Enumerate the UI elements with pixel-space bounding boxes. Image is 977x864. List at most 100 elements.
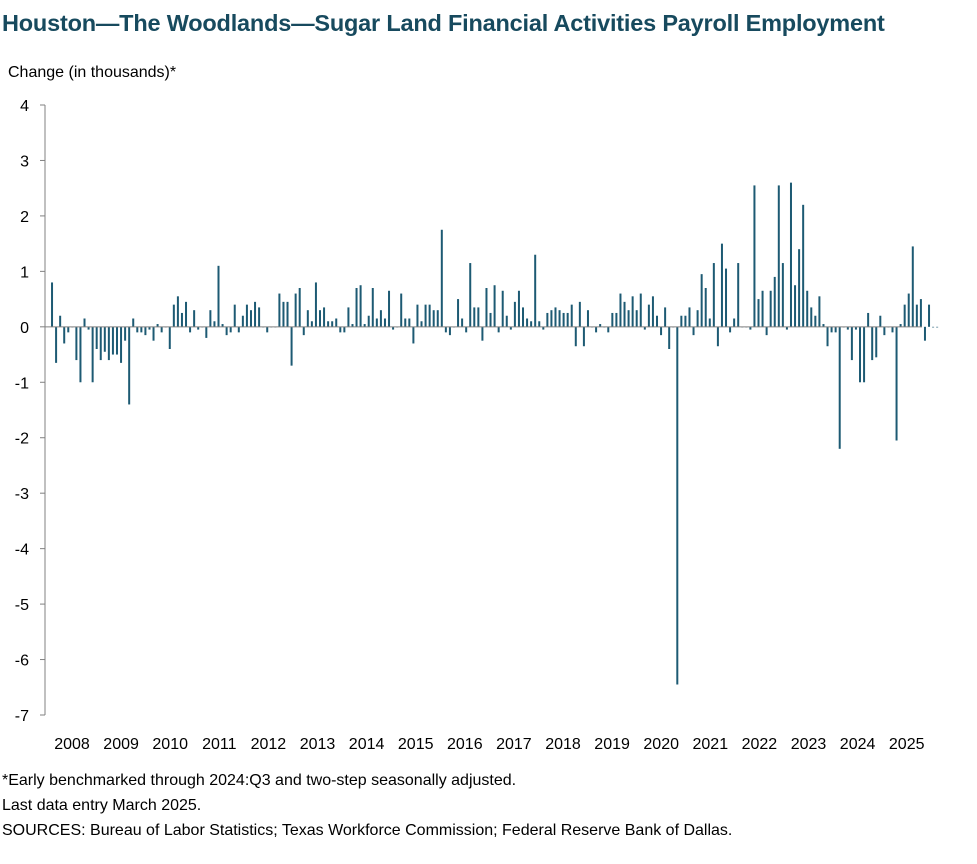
bar-2010-10 — [185, 301, 188, 327]
bar-2008-01 — [51, 282, 54, 327]
bar-2008-07 — [75, 326, 78, 361]
bar-2014-12 — [388, 290, 391, 327]
bar-2017-07 — [513, 301, 516, 327]
bar-2011-06 — [217, 265, 220, 327]
bar-2008-08 — [79, 326, 82, 383]
bar-2017-04 — [501, 290, 504, 327]
bar-2023-07 — [806, 290, 809, 327]
bar-2013-09 — [327, 321, 330, 327]
bar-2012-02 — [249, 310, 252, 327]
bar-2011-09 — [229, 326, 232, 333]
bar-2015-08 — [420, 321, 423, 327]
bar-2017-08 — [517, 290, 520, 327]
bar-2010-03 — [156, 324, 159, 327]
bar-2024-09 — [863, 326, 866, 383]
x-tick-label: 2010 — [152, 736, 188, 753]
bar-2020-09 — [668, 326, 671, 349]
bar-2021-04 — [696, 310, 699, 327]
bar-2016-09 — [473, 307, 476, 327]
bar-2022-07 — [757, 299, 760, 327]
bar-2013-06 — [314, 282, 317, 327]
bar-2010-04 — [160, 326, 163, 333]
bar-2014-03 — [351, 324, 354, 327]
bar-2025-12 — [923, 326, 926, 341]
bar-2023-03 — [789, 182, 792, 327]
bar-2020-04 — [647, 304, 650, 327]
bar-2020-02 — [639, 293, 642, 327]
bar-2015-04 — [404, 318, 407, 327]
y-tick-label: -5 — [15, 597, 29, 614]
bar-2024-01 — [830, 326, 833, 333]
y-tick-label: -3 — [15, 486, 29, 503]
bar-2016-02 — [444, 326, 447, 333]
bar-2013-02 — [298, 288, 301, 327]
bar-2021-01 — [684, 315, 687, 327]
bar-2019-10 — [623, 301, 626, 327]
bar-2023-11 — [822, 324, 825, 327]
bar-2018-10 — [574, 326, 577, 347]
bar-2018-11 — [578, 301, 581, 327]
bar-2011-03 — [205, 326, 208, 338]
bar-2010-02 — [152, 326, 155, 341]
bar-2013-05 — [310, 321, 313, 327]
bar-2018-02 — [542, 326, 545, 330]
x-tick-label: 2009 — [103, 736, 139, 753]
chart-notes: *Early benchmarked through 2024:Q3 and t… — [2, 768, 732, 843]
bar-2018-05 — [554, 307, 557, 327]
bar-2022-12 — [777, 185, 780, 327]
bar-2009-10 — [136, 326, 139, 333]
bar-2021-08 — [712, 263, 715, 327]
bar-2014-08 — [371, 288, 374, 327]
bar-2009-04 — [111, 326, 114, 355]
x-tick-label: 2019 — [594, 736, 630, 753]
bar-2010-06 — [168, 326, 171, 349]
bar-2020-12 — [680, 315, 683, 327]
bar-2009-07 — [124, 326, 127, 341]
bar-2022-09 — [765, 326, 768, 336]
footnote: *Early benchmarked through 2024:Q3 and t… — [2, 772, 517, 789]
bar-2013-08 — [323, 307, 326, 327]
bar-2011-08 — [225, 326, 228, 336]
bar-2018-03 — [546, 312, 549, 327]
bar-2023-08 — [810, 307, 813, 327]
x-axis: 2008 2009 2010 2011 2012 2013 2014 2015 2016 2017… — [45, 326, 925, 753]
bar-2015-11 — [432, 310, 435, 327]
x-tick-label: 2013 — [300, 736, 336, 753]
bar-2012-10 — [282, 301, 285, 327]
bar-2021-10 — [720, 243, 723, 327]
bar-2016-06 — [461, 318, 464, 327]
bar-2018-08 — [566, 312, 569, 327]
bar-2019-12 — [631, 296, 634, 327]
bar-2024-07 — [854, 326, 857, 330]
bar-2012-01 — [245, 304, 248, 327]
bar-2012-12 — [290, 326, 293, 366]
bar-2020-05 — [651, 296, 654, 327]
bar-2024-10 — [867, 312, 870, 327]
bar-2015-07 — [416, 304, 419, 327]
bar-2010-12 — [193, 310, 196, 327]
bar-2020-08 — [664, 307, 667, 327]
bar-2021-05 — [700, 274, 703, 327]
x-tick-label: 2024 — [840, 736, 876, 753]
bar-2021-06 — [704, 288, 707, 327]
y-tick-label: -6 — [15, 653, 29, 670]
bar-2011-01 — [197, 326, 200, 330]
bar-2011-12 — [241, 315, 244, 327]
bar-2023-06 — [802, 204, 805, 327]
bar-2015-12 — [436, 310, 439, 327]
bar-2025-07 — [903, 304, 906, 327]
bar-2011-05 — [213, 321, 216, 327]
bar-2017-12 — [534, 254, 537, 327]
bar-2015-03 — [400, 293, 403, 327]
bar-2026-02 — [932, 326, 935, 328]
bar-2014-02 — [347, 307, 350, 327]
bar-chart: 4 3 2 1 0 -1 -2 -3 -4 -5 -6 -7 2008 2009 2010 2011 2012… — [15, 98, 939, 753]
bar-2008-05 — [67, 326, 70, 333]
bar-2012-04 — [258, 307, 261, 327]
x-tick-label: 2020 — [643, 736, 679, 753]
bar-2024-02 — [834, 326, 837, 333]
bar-2022-06 — [753, 185, 756, 327]
x-tick-label: 2016 — [447, 736, 483, 753]
bar-2019-04 — [599, 324, 602, 327]
bar-2019-01 — [586, 310, 589, 327]
